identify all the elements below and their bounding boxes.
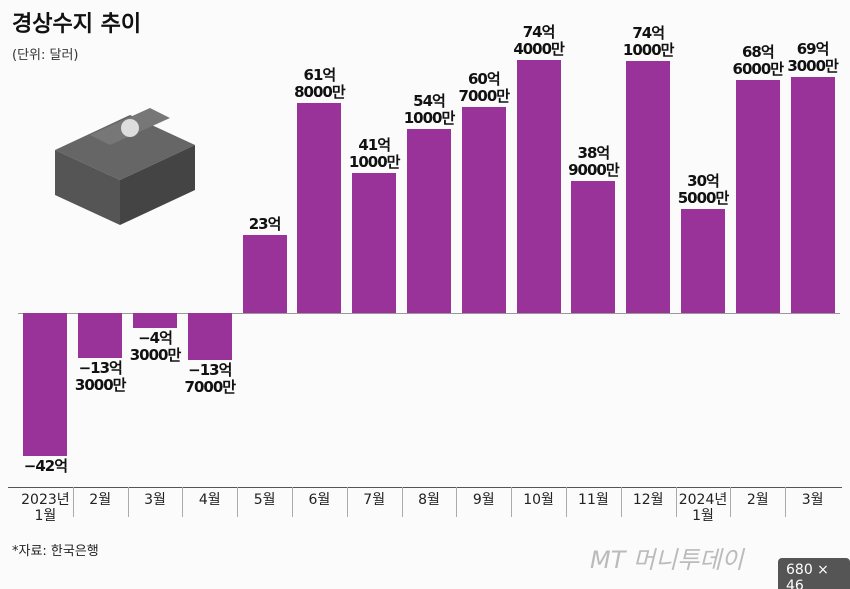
x-tick-label: 2월 (89, 492, 112, 508)
value-label: 68억 6000만 (732, 42, 785, 78)
bar (187, 313, 232, 360)
x-tick-label: 5월 (253, 492, 276, 508)
separator (675, 487, 677, 517)
bar (571, 180, 616, 313)
separator (730, 487, 732, 517)
bar (78, 313, 123, 359)
x-tick-label: 2023년 1월 (21, 492, 70, 524)
bar (407, 129, 451, 313)
bar (626, 61, 671, 313)
value-label: 74억 4000만 (513, 23, 565, 58)
x-tick-label: 8월 (418, 492, 440, 508)
bar (516, 60, 561, 313)
value-label: −13억 7000만 (184, 360, 237, 396)
separator (511, 487, 513, 517)
x-tick-label: 7월 (363, 492, 386, 508)
separator (237, 487, 239, 517)
value-label: −4억 3000만 (129, 328, 182, 364)
separator (292, 487, 293, 517)
bar (735, 79, 780, 313)
x-tick-label: 2024년 1월 (678, 492, 728, 524)
bar (352, 173, 397, 313)
value-label: 69억 3000만 (787, 40, 839, 76)
separator (72, 487, 74, 517)
separator (127, 487, 129, 517)
badge: 680 × 46 (778, 558, 850, 589)
value-label: 38억 9000만 (568, 143, 620, 179)
x-tick-label: 10월 (523, 492, 554, 508)
value-label: 41억 1000만 (348, 136, 401, 172)
x-tick-label: 3월 (801, 492, 824, 508)
bar (242, 234, 287, 313)
separator (620, 487, 622, 517)
source: *자료: 한국은행 (12, 544, 99, 559)
x-tick-label: 12월 (632, 492, 664, 508)
value-label: 74억 1000만 (622, 24, 675, 60)
value-label: −13억 3000만 (74, 359, 127, 395)
bar (790, 77, 835, 313)
value-label: 30억 5000만 (677, 172, 730, 208)
x-axis (8, 487, 842, 488)
x-tick-label: 3월 (144, 492, 166, 508)
separator (182, 487, 184, 517)
x-tick-label: 11월 (578, 492, 609, 508)
value-label: 61억 8000만 (294, 65, 346, 101)
bar (681, 209, 725, 313)
money-icon (55, 108, 195, 225)
separator (401, 487, 403, 517)
x-tick-label: 9월 (472, 492, 495, 508)
watermark: MT 머니투데이 (590, 546, 744, 574)
value-label: 23억 (248, 214, 282, 233)
value-label: 54억 1000만 (403, 92, 456, 128)
baseline (18, 313, 840, 314)
value-label: −42억 (23, 456, 68, 475)
separator (346, 487, 348, 517)
value-label: 60억 7000만 (458, 69, 511, 105)
x-tick-label: 2월 (746, 492, 769, 508)
separator (456, 487, 458, 517)
separator (566, 487, 567, 517)
bar (461, 106, 506, 313)
bar (23, 313, 68, 456)
x-tick-label: 6월 (308, 492, 331, 508)
chart-title: 경상수지 추이 (12, 12, 142, 37)
subtitle: (단위: 달러) (12, 48, 79, 63)
x-tick-label: 4월 (198, 492, 221, 508)
bar (133, 313, 177, 328)
separator (785, 487, 787, 517)
bar (297, 102, 342, 313)
